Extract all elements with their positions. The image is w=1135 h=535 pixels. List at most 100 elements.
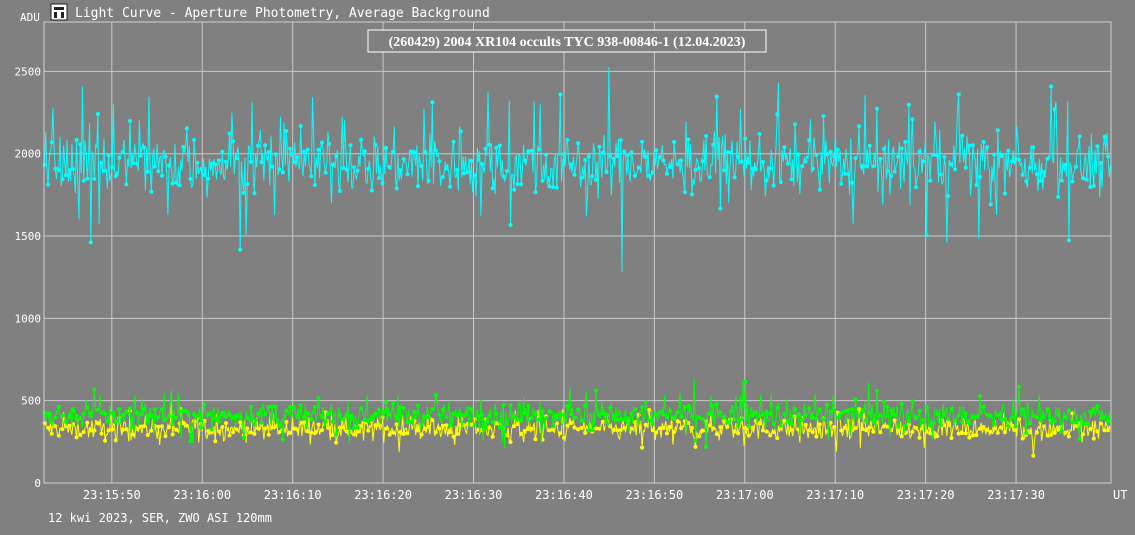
data-point	[88, 411, 93, 416]
data-point	[53, 424, 58, 429]
data-point	[512, 414, 517, 419]
data-point	[682, 190, 687, 195]
data-point	[110, 410, 115, 415]
data-point	[448, 423, 453, 428]
data-point	[761, 159, 765, 164]
data-point	[707, 411, 712, 416]
y-tick-label: 500	[21, 395, 41, 408]
window-icon[interactable]	[50, 3, 68, 21]
data-point	[391, 430, 396, 435]
data-point	[1006, 424, 1011, 429]
data-point	[956, 431, 961, 436]
data-point	[519, 418, 524, 423]
data-point	[355, 168, 360, 173]
data-point	[750, 166, 755, 171]
data-point	[248, 430, 253, 435]
data-point	[533, 190, 538, 195]
data-point	[142, 407, 147, 412]
data-point	[565, 404, 570, 408]
data-point	[131, 425, 136, 430]
data-point	[576, 407, 581, 412]
data-point	[74, 435, 79, 440]
data-point	[1042, 170, 1046, 174]
data-point	[850, 180, 854, 185]
data-point	[839, 428, 844, 433]
data-point	[252, 422, 257, 427]
data-point	[448, 184, 453, 189]
data-point	[295, 155, 300, 160]
data-point	[110, 427, 115, 432]
data-point	[305, 147, 310, 152]
data-point	[914, 425, 918, 430]
data-point	[263, 426, 268, 431]
data-point	[547, 428, 552, 433]
data-point	[917, 435, 922, 440]
data-point	[522, 428, 527, 433]
data-point	[327, 426, 332, 430]
data-point	[558, 411, 563, 415]
data-point	[192, 138, 196, 142]
data-point	[608, 154, 613, 159]
data-point	[775, 436, 780, 441]
data-point	[942, 155, 947, 159]
data-point	[882, 424, 886, 429]
data-point	[352, 432, 356, 437]
data-point	[152, 164, 157, 169]
data-point	[152, 407, 157, 412]
data-point	[593, 388, 598, 393]
data-point	[974, 433, 979, 438]
data-point	[1031, 145, 1036, 150]
data-point	[700, 159, 705, 164]
data-point	[120, 412, 125, 417]
data-point	[711, 142, 716, 147]
data-point	[309, 417, 314, 422]
data-point	[515, 182, 520, 187]
data-point	[359, 406, 364, 411]
data-point	[721, 168, 726, 173]
data-point	[376, 176, 381, 180]
data-point	[1066, 434, 1071, 439]
data-point	[199, 425, 204, 430]
data-point	[718, 206, 723, 211]
data-point	[227, 412, 232, 417]
data-point	[675, 162, 680, 167]
data-point	[451, 139, 456, 144]
data-point	[640, 445, 645, 450]
data-point	[668, 424, 673, 429]
data-point	[273, 152, 278, 157]
data-point	[519, 431, 524, 436]
data-point	[618, 428, 623, 432]
data-point	[704, 445, 709, 449]
data-point	[1095, 144, 1100, 149]
data-point	[761, 428, 765, 433]
data-point	[622, 417, 627, 422]
data-point	[1056, 427, 1061, 432]
data-point	[305, 411, 310, 415]
data-point	[1002, 417, 1007, 422]
data-point	[316, 147, 321, 152]
data-point	[1042, 415, 1046, 420]
data-point	[718, 410, 723, 415]
data-point	[302, 415, 307, 420]
data-point	[526, 403, 531, 408]
data-point	[689, 414, 694, 419]
data-point	[857, 124, 862, 129]
x-axis-ticks: 23:15:50 23:16:00 23:16:10 23:16:20 23:16:30…	[83, 488, 1045, 502]
data-point	[650, 428, 655, 433]
data-point	[725, 420, 730, 424]
data-point	[572, 425, 577, 430]
data-point	[850, 407, 854, 412]
data-point	[195, 413, 200, 418]
data-point	[1091, 406, 1096, 411]
data-point	[476, 414, 481, 419]
data-point	[316, 422, 321, 427]
data-point	[309, 174, 314, 179]
data-point	[789, 421, 794, 426]
data-point	[931, 420, 936, 425]
data-point	[810, 415, 815, 420]
data-point	[451, 411, 456, 416]
data-point	[505, 169, 509, 173]
data-point	[291, 405, 296, 410]
data-point	[860, 164, 865, 168]
data-point	[682, 419, 687, 424]
